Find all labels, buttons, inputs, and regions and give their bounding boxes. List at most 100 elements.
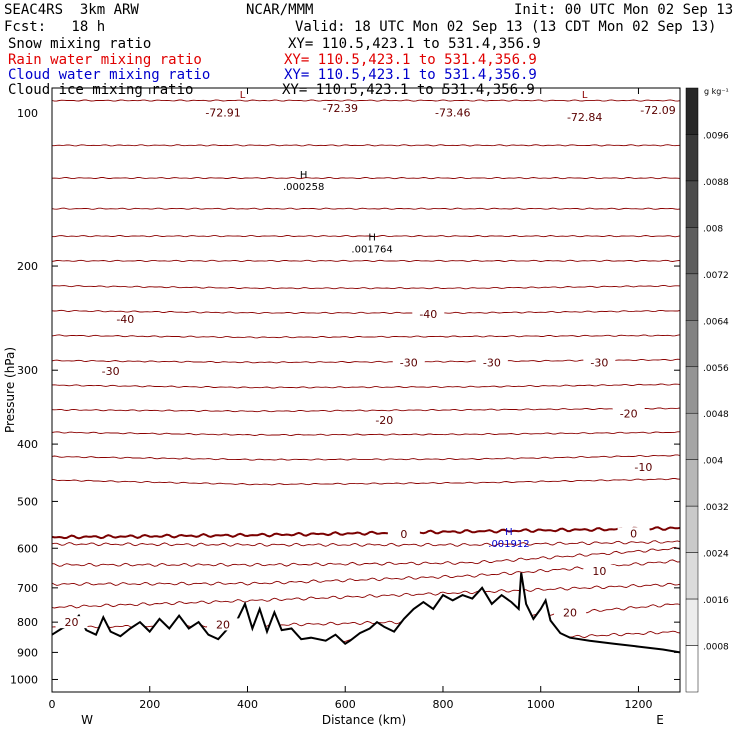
contour-label-bg [568,111,601,124]
y-tick-label: 500 [17,495,38,508]
contour-label: -72.39 [323,102,358,115]
isotherm-layer [51,99,681,644]
contour-label: 0 [400,528,407,541]
colorbar-label: .0024 [703,550,729,560]
x-tick-label: 200 [139,698,160,711]
colorbar-segment [685,320,699,368]
contour-label-bg [207,618,240,631]
contour-label-bg [324,101,357,114]
x-tick-label: 1000 [527,698,555,711]
forecast-hour: Fcst: 18 h [4,19,106,35]
west-label: W [81,713,93,727]
field-label-snow: Snow mixing ratio [8,36,152,52]
contour-label: -20 [620,407,638,420]
colorbar-segment [685,459,699,507]
contour-label: -30 [590,356,608,369]
isotherm-line [51,559,681,586]
contour-label-bg [392,356,425,369]
contour-label: -30 [102,365,120,378]
contour-label: -30 [483,356,501,369]
y-tick-label: 200 [17,260,38,273]
east-label: E [656,713,664,727]
colorbar-segment [685,273,699,321]
contour-label-bg [436,106,469,119]
colorbar-segment [685,552,699,600]
y-tick-label: 400 [17,438,38,451]
field-xy-snow: XY= 110.5,423.1 to 531.4,356.9 [288,36,541,52]
isotherm-line [51,235,681,238]
isotherm-line [51,582,681,609]
isotherm-line [51,176,681,180]
colorbar-label: .0088 [703,178,729,188]
plot-frame [51,87,681,693]
colorbar-segment [685,227,699,275]
contour-label: -30 [400,356,418,369]
y-tick-label: 800 [17,616,38,629]
extremum-value: .001764 [351,244,392,255]
field-xy-cloud-ice: XY= 110.5,423.1 to 531.4,356.9 [282,82,535,98]
isotherm-line [51,309,681,314]
x-tick-label: 0 [49,698,56,711]
contour-label-bg [109,313,142,326]
contour-label: -72.84 [567,111,602,124]
y-tick-label-clipped: 100 [17,107,38,120]
colorbar-label: .0064 [703,317,729,327]
colorbar-label: .0032 [703,503,729,513]
contour-label: 20 [65,616,79,629]
x-tick-label: 600 [335,698,356,711]
isotherm-line [51,383,681,389]
contour-label-bg [475,356,508,369]
contour-label: 20 [216,618,230,631]
y-tick-label: 600 [17,542,38,555]
field-label-cloud-ice: Cloud ice mixing ratio [8,82,194,98]
isotherm-line [51,407,681,413]
terrain-line [51,572,681,654]
colorbar-segment [685,180,699,228]
contour-label: 20 [563,606,577,619]
field-label-cloud-water: Cloud water mixing ratio [8,67,211,83]
contour-label-bg [583,356,616,369]
colorbar-segment [685,505,699,553]
colorbar-label: .004 [703,457,723,467]
colorbar-label: .008 [703,224,723,234]
contour-label: -10 [634,461,652,474]
isotherm-line [51,431,680,436]
contour-label-bg [617,527,650,540]
colorbar-label: .0056 [703,364,729,374]
field-xy-rain: XY= 110.5,423.1 to 531.4,356.9 [284,52,537,68]
extremum-marker: L [240,90,246,101]
colorbar-label: .0016 [703,596,729,606]
terrain-layer [51,572,681,692]
contour-label: -40 [116,313,134,326]
terrain-fill [52,572,680,692]
isotherm-line [51,546,681,567]
field-xy-cloud-water: XY= 110.5,423.1 to 531.4,356.9 [284,67,537,83]
init-time: Init: 00 UTC Mon 02 Sep 13 [514,2,734,18]
y-tick-label: 1000 [10,673,38,686]
isotherm-line [51,207,681,210]
extremum-marker: H [505,527,513,538]
isotherm-line [51,358,681,364]
contour-label: -72.91 [205,106,240,119]
contour-label-bg [554,606,587,619]
contour-label-bg [207,106,240,119]
title-center: NCAR/MMM [246,2,314,18]
valid-time: Valid: 18 UTC Mon 02 Sep 13 (13 CDT Mon … [295,19,717,35]
x-tick-label: 400 [237,698,258,711]
isotherm-line [52,144,681,147]
title-left: SEAC4RS 3km ARW [4,2,139,18]
colorbar-label: .0008 [703,643,729,653]
x-axis: 0 200 400 600 800 1000 1200 [49,88,652,711]
colorbar-segment [685,412,699,460]
isotherm-line [51,284,681,290]
contour-label: 10 [592,565,606,578]
colorbar-label: .0072 [703,271,729,281]
contour-label-bg [94,365,127,378]
extremum-value: .000258 [283,182,324,193]
y-tick-label: 300 [17,364,38,377]
isotherm-line [51,99,681,102]
colorbar-segment [685,134,699,182]
y-tick-label: 700 [17,582,38,595]
